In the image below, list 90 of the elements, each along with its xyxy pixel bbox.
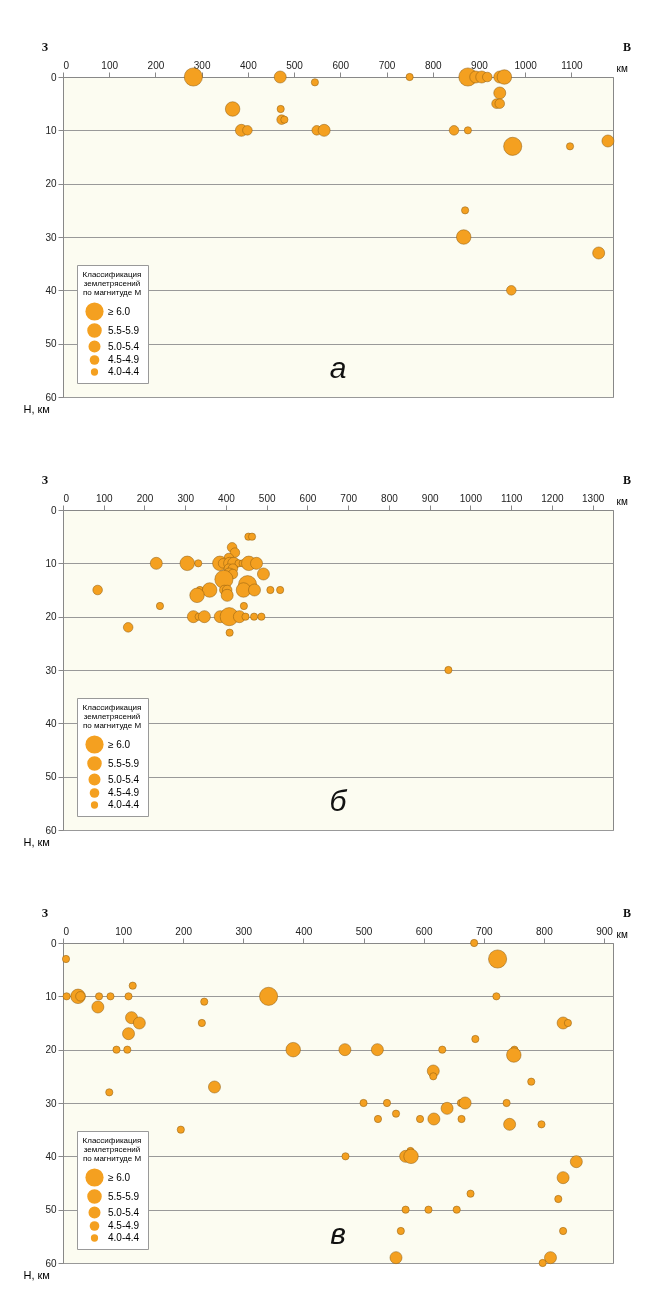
- y-tick-label: 40: [45, 717, 57, 729]
- x-tick-label: 800: [424, 59, 443, 71]
- y-tick-label: 20: [45, 178, 57, 190]
- x-tick-label: 900: [421, 492, 439, 504]
- text: В: [622, 906, 632, 920]
- x-tick-label: 700: [340, 492, 358, 504]
- x-tick-label: 900: [596, 925, 614, 937]
- legend-title: Классификация землетрясений по магнитуде М: [82, 703, 142, 730]
- x-tick-label: 700: [475, 925, 494, 937]
- legend-label: ≥ 6.0: [108, 305, 131, 317]
- legend-label: 5.0-5.4: [108, 773, 140, 785]
- x-tick-label: 0: [63, 925, 70, 937]
- y-tick-label: 30: [45, 664, 57, 676]
- x-tick-label: 200: [175, 925, 193, 937]
- x-tick-label: 700: [378, 59, 396, 71]
- x-tick-label: 800: [381, 492, 399, 504]
- legend-label: 5.0-5.4: [108, 1206, 140, 1218]
- y-tick-label: 60: [45, 1257, 57, 1269]
- x-tick-label: 400: [218, 492, 236, 504]
- x-tick-label: 100: [115, 925, 133, 937]
- x-tick-label: 500: [286, 59, 304, 71]
- x-tick-label: 500: [258, 492, 276, 504]
- annotation: в: [330, 1217, 346, 1250]
- x-tick-label: 100: [95, 492, 114, 504]
- x-tick-label: 300: [235, 925, 253, 937]
- x-tick-label: 300: [177, 492, 195, 504]
- y-tick-label: 30: [45, 231, 57, 243]
- y-tick-label: 50: [45, 1204, 57, 1216]
- x-tick-label: 1000: [514, 59, 538, 71]
- x-axis-title: км: [616, 495, 628, 507]
- legend-label: 5.0-5.4: [108, 340, 140, 352]
- legend-label: 5.5-5.9: [108, 1190, 140, 1202]
- y-axis-title: Н, км: [23, 1268, 50, 1281]
- y-tick-label: 0: [50, 937, 57, 949]
- x-tick-label: 1100: [561, 59, 584, 71]
- legend-label: 4.5-4.9: [108, 1220, 140, 1231]
- text: В: [622, 40, 632, 54]
- text: З: [41, 906, 49, 920]
- x-tick-label: 600: [299, 492, 317, 504]
- legend-label: ≥ 6.0: [108, 1171, 131, 1183]
- x-tick-label: 1200: [541, 492, 564, 504]
- y-tick-label: 60: [45, 824, 57, 836]
- x-tick-label: 400: [295, 925, 313, 937]
- y-tick-label: 10: [45, 124, 57, 136]
- x-tick-label: 1000: [459, 492, 483, 504]
- x-tick-label: 600: [332, 59, 350, 71]
- x-axis-title: км: [616, 62, 628, 74]
- text: З: [41, 40, 49, 54]
- x-tick-label: 600: [415, 925, 433, 937]
- y-tick-label: 10: [45, 990, 57, 1002]
- y-tick-label: 0: [50, 71, 57, 83]
- y-tick-label: 0: [50, 504, 57, 516]
- y-tick-label: 20: [45, 611, 57, 623]
- x-tick-label: 900: [471, 59, 489, 71]
- legend-label: 4.5-4.9: [108, 787, 140, 798]
- annotation: а: [329, 351, 347, 384]
- x-tick-label: 200: [147, 59, 165, 71]
- y-tick-label: 50: [45, 338, 57, 350]
- y-axis-title: Н, км: [23, 402, 50, 415]
- y-tick-label: 40: [45, 284, 57, 296]
- legend-label: 4.0-4.4: [108, 799, 140, 810]
- x-tick-label: 0: [63, 492, 70, 504]
- legend-label: ≥ 6.0: [108, 738, 131, 750]
- text: З: [41, 473, 49, 487]
- y-tick-label: 40: [45, 1150, 57, 1162]
- x-tick-label: 200: [136, 492, 154, 504]
- x-tick-label: 500: [355, 925, 373, 937]
- annotation: б: [329, 784, 348, 817]
- x-tick-label: 300: [193, 59, 211, 71]
- legend-title: Классификация землетрясений по магнитуде М: [82, 270, 142, 297]
- legend-title: Классификация землетрясений по магнитуде М: [82, 1136, 142, 1163]
- x-axis-title: км: [616, 928, 628, 940]
- x-tick-label: 400: [240, 59, 258, 71]
- legend-label: 4.5-4.9: [108, 354, 140, 365]
- y-tick-label: 60: [45, 391, 57, 403]
- x-tick-label: 800: [536, 925, 554, 937]
- x-tick-label: 1300: [582, 492, 605, 504]
- x-tick-label: 0: [63, 59, 70, 71]
- y-axis-title: Н, км: [23, 835, 50, 848]
- text: В: [622, 473, 632, 487]
- legend-label: 5.5-5.9: [108, 757, 140, 769]
- y-tick-label: 30: [45, 1097, 57, 1109]
- y-tick-label: 10: [45, 557, 57, 569]
- legend-label: 4.0-4.4: [108, 366, 140, 377]
- legend-label: 4.0-4.4: [108, 1232, 140, 1243]
- legend-label: 5.5-5.9: [108, 324, 140, 336]
- x-tick-label: 1100: [500, 492, 523, 504]
- y-tick-label: 20: [45, 1044, 57, 1056]
- x-tick-label: 100: [101, 59, 119, 71]
- y-tick-label: 50: [45, 771, 57, 783]
